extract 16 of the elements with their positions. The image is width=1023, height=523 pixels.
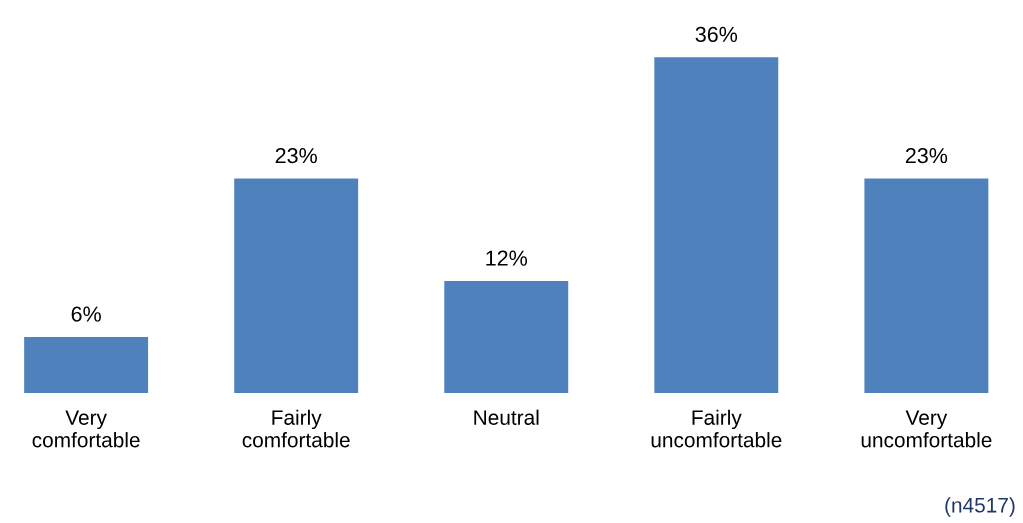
x-tick-label: Neutral: [474, 409, 539, 425]
x-tick-label: Very comfortable: [32, 410, 140, 448]
text: (n4517): [945, 497, 1015, 517]
bar: [24, 337, 149, 393]
data-label: 23%: [275, 147, 317, 164]
data-label: 12%: [486, 250, 528, 266]
bar: [654, 57, 779, 393]
bar: [864, 178, 989, 393]
data-label: 36%: [695, 26, 738, 43]
x-tick-label: Fairly comfortable: [242, 409, 350, 448]
data-label: 23%: [905, 147, 948, 164]
data-label: 6%: [71, 306, 101, 322]
x-tick-label: Fairly uncomfortable: [651, 409, 782, 448]
bar: [444, 281, 569, 393]
bar: [234, 178, 359, 393]
x-tick-label: Very uncomfortable: [861, 410, 992, 448]
